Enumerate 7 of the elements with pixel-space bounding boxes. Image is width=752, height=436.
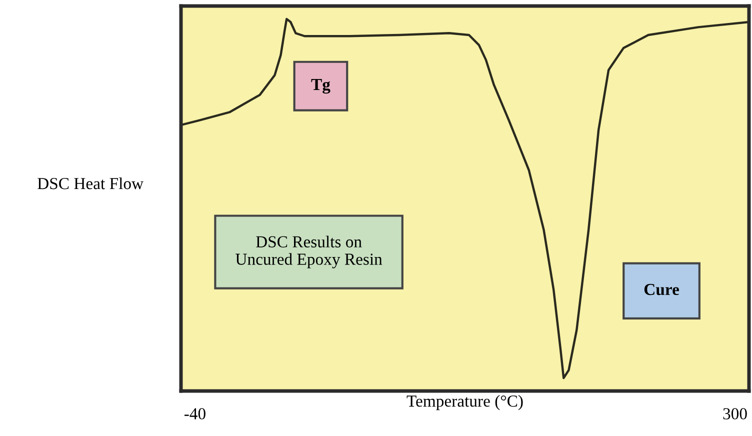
y-axis-title: DSC Heat Flow <box>38 177 144 190</box>
x-axis-title: Temperature (°C) <box>406 395 523 410</box>
annotation: Cure <box>644 284 679 296</box>
annotation: Tg <box>311 79 330 94</box>
x-tick-label: 300 <box>723 408 747 420</box>
annotation: DSC Results on Uncured Epoxy Resin <box>236 236 382 268</box>
x-tick-label: -40 <box>184 408 206 420</box>
